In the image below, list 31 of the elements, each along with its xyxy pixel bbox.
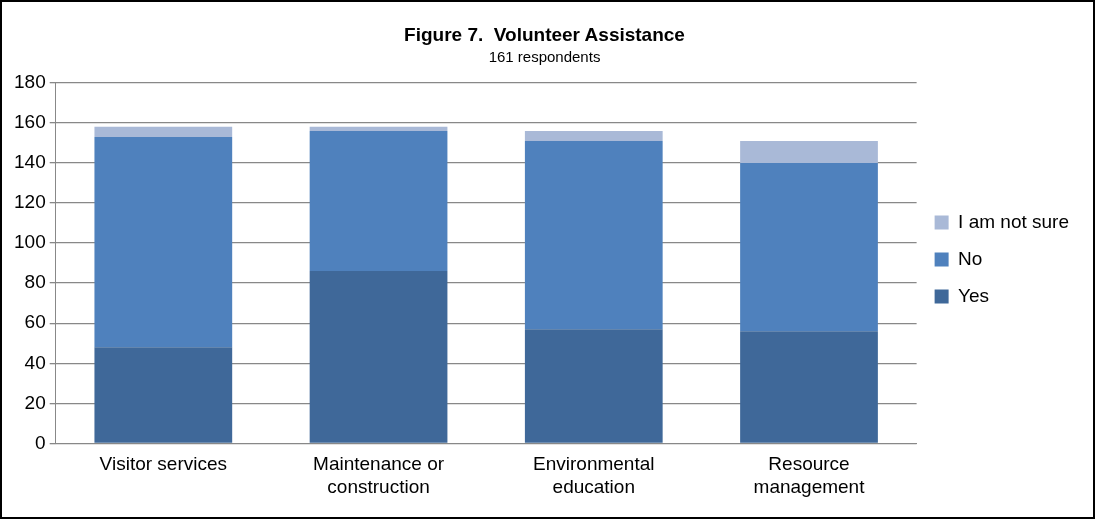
legend-label: No	[958, 247, 983, 269]
y-tick-label: 0	[35, 431, 46, 453]
y-tick-label: 20	[24, 391, 46, 413]
bar	[524, 140, 663, 330]
bar	[94, 347, 233, 443]
x-tick-label: Environmental education	[533, 453, 655, 497]
y-tick-label: 180	[14, 71, 46, 93]
x-tick-label: Visitor services	[99, 453, 228, 475]
bar	[740, 162, 878, 332]
y-tick-label: 120	[14, 191, 46, 213]
bar	[740, 140, 878, 163]
y-tick-label: 160	[14, 111, 46, 133]
bar	[309, 130, 448, 272]
y-tick-label: 140	[14, 151, 46, 173]
y-tick-label: 80	[24, 271, 46, 293]
y-tick-label: 100	[14, 231, 46, 253]
bar	[94, 126, 233, 137]
x-tick-label: Maintenance or construction	[313, 453, 445, 497]
chart-subtitle: 161 respondents	[488, 47, 601, 65]
y-tick-label: 60	[24, 311, 46, 333]
bar	[309, 126, 448, 131]
legend-label: Yes	[958, 284, 990, 306]
bar	[309, 271, 448, 443]
chart-title: Figure 7. Volunteer Assistance	[404, 23, 685, 45]
y-tick-label: 40	[24, 351, 46, 373]
bar	[524, 329, 663, 443]
bar	[524, 130, 663, 141]
bar	[740, 331, 878, 443]
legend-label: I am not sure	[958, 210, 1070, 232]
x-tick-label: Resource management	[753, 453, 866, 497]
bar	[94, 136, 233, 348]
